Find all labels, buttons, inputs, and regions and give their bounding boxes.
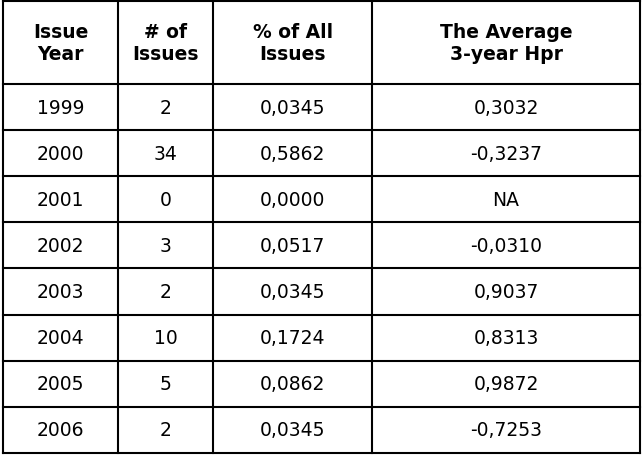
- Text: 0,1724: 0,1724: [260, 329, 325, 347]
- Text: -0,0310: -0,0310: [470, 237, 542, 255]
- Text: # of
Issues: # of Issues: [132, 23, 199, 64]
- Text: % of All
Issues: % of All Issues: [253, 23, 333, 64]
- Text: -0,3237: -0,3237: [470, 145, 542, 163]
- Text: 10: 10: [154, 329, 177, 347]
- Text: 2003: 2003: [37, 283, 84, 301]
- Text: 0,0862: 0,0862: [260, 374, 325, 393]
- Text: 2: 2: [159, 420, 172, 439]
- Text: 0,0517: 0,0517: [260, 237, 325, 255]
- Text: 2006: 2006: [37, 420, 84, 439]
- Text: 0: 0: [159, 191, 172, 209]
- Text: Issue
Year: Issue Year: [33, 23, 88, 64]
- Text: 2005: 2005: [37, 374, 84, 393]
- Text: 0,5862: 0,5862: [260, 145, 325, 163]
- Text: 0,9037: 0,9037: [473, 283, 539, 301]
- Text: 34: 34: [154, 145, 177, 163]
- Text: 2: 2: [159, 283, 172, 301]
- Text: 0,9872: 0,9872: [473, 374, 539, 393]
- Text: The Average
3-year Hpr: The Average 3-year Hpr: [440, 23, 572, 64]
- Text: 5: 5: [159, 374, 172, 393]
- Text: 2004: 2004: [37, 329, 84, 347]
- Text: 0,0000: 0,0000: [260, 191, 325, 209]
- Text: 2002: 2002: [37, 237, 84, 255]
- Text: 2000: 2000: [37, 145, 84, 163]
- Text: 0,0345: 0,0345: [260, 99, 325, 117]
- Text: 0,0345: 0,0345: [260, 283, 325, 301]
- Text: 2001: 2001: [37, 191, 84, 209]
- Text: 2: 2: [159, 99, 172, 117]
- Text: 1999: 1999: [37, 99, 84, 117]
- Text: 3: 3: [159, 237, 172, 255]
- Text: 0,3032: 0,3032: [473, 99, 539, 117]
- Text: -0,7253: -0,7253: [470, 420, 542, 439]
- Text: 0,0345: 0,0345: [260, 420, 325, 439]
- Text: 0,8313: 0,8313: [473, 329, 539, 347]
- Text: NA: NA: [493, 191, 520, 209]
